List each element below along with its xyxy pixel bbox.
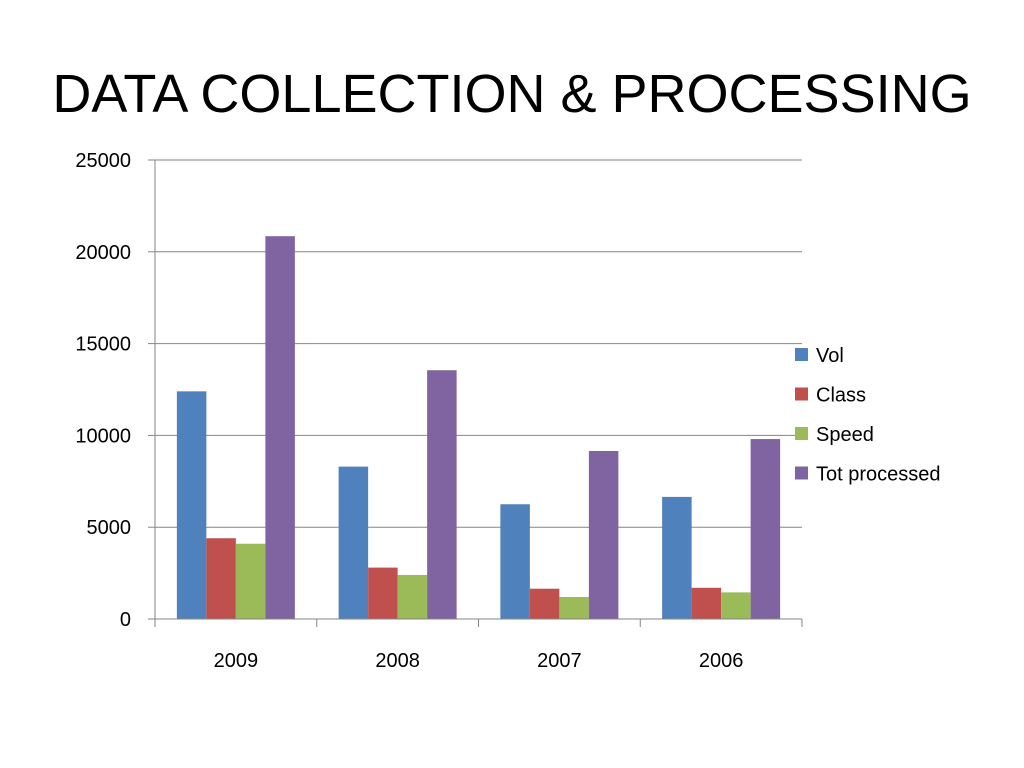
bar-speed-2007 — [559, 596, 589, 619]
bar-tot-processed-2007 — [588, 451, 619, 619]
bar-class-2006 — [691, 587, 722, 619]
bar-vol-2009 — [176, 391, 207, 619]
bar-tot-processed-2006 — [750, 439, 781, 619]
legend-label: Tot processed — [816, 464, 941, 486]
y-tick-labels: 0 5000 10000 15000 20000 25000 — [75, 150, 131, 631]
y-tick-label: 0 — [120, 609, 131, 631]
legend-label: Vol — [816, 345, 844, 367]
y-tick-label: 25000 — [75, 150, 131, 172]
y-tick-label: 5000 — [87, 517, 132, 539]
bar-vol-2008 — [338, 466, 369, 619]
legend-swatch — [795, 466, 808, 480]
x-tick-label: 2006 — [699, 650, 744, 672]
legend: Vol Class Speed Tot processed — [795, 345, 941, 486]
y-tick-label: 20000 — [75, 242, 131, 264]
legend-label: Class — [816, 385, 866, 407]
axes — [154, 160, 802, 620]
y-tick-label: 10000 — [75, 425, 131, 447]
bar-tot-processed-2009 — [265, 236, 295, 619]
bar-vol-2007 — [500, 504, 530, 619]
x-tick-labels: 2009 2008 2007 2006 — [214, 650, 744, 672]
bars — [176, 236, 781, 619]
y-tick-label: 15000 — [75, 334, 131, 356]
legend-swatch — [795, 427, 808, 440]
legend-label: Speed — [816, 424, 874, 446]
x-tick-label: 2009 — [214, 650, 259, 672]
legend-swatch — [795, 348, 808, 361]
bar-speed-2008 — [397, 574, 428, 619]
bar-vol-2006 — [662, 496, 692, 619]
bar-class-2008 — [368, 567, 398, 619]
slide-title: DATA COLLECTION & PROCESSING — [52, 64, 972, 124]
bar-speed-2006 — [721, 592, 751, 619]
legend-swatch — [795, 387, 808, 401]
bar-speed-2009 — [235, 543, 266, 619]
bar-class-2009 — [206, 538, 236, 619]
bar-tot-processed-2008 — [427, 370, 457, 619]
x-tick-label: 2008 — [375, 650, 420, 672]
bar-class-2007 — [529, 588, 560, 619]
gridlines — [148, 159, 803, 627]
x-tick-label: 2007 — [537, 650, 582, 672]
